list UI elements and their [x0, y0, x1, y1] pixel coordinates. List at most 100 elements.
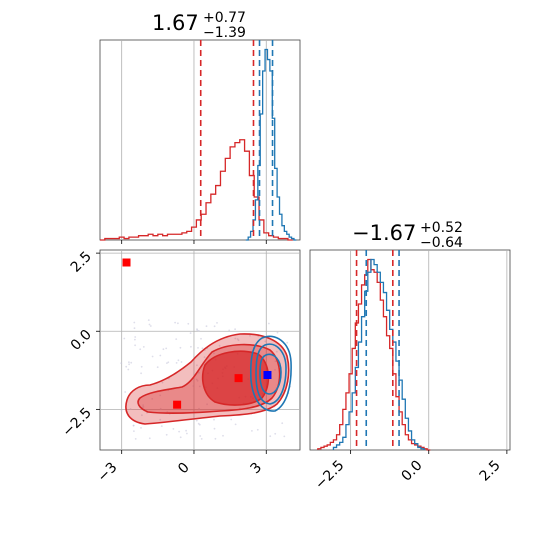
- p2-marginal-xticks: −2.5 0.0 2.5: [312, 450, 508, 493]
- scatter-point-50: [141, 414, 143, 417]
- scatter-point-123: [179, 346, 182, 349]
- scatter-point-148: [197, 422, 200, 425]
- contour-yticks: −2.5 0.0 2.5: [59, 249, 100, 440]
- contour-markers: [122, 258, 272, 409]
- p2-title-upper: +0.52: [420, 220, 463, 236]
- scatter-point-101: [174, 321, 177, 324]
- scatter-point-157: [203, 356, 206, 358]
- scatter-point-52: [123, 337, 126, 340]
- scatter-point-37: [269, 435, 272, 438]
- scatter-point-89: [230, 418, 233, 421]
- marker-square-3: [263, 371, 272, 379]
- contour-ytick-label-2: 2.5: [68, 249, 95, 276]
- scatter-point-108: [264, 340, 267, 343]
- scatter-point-115: [129, 408, 132, 410]
- scatter-point-156: [200, 337, 202, 340]
- scatter-point-67: [189, 332, 192, 334]
- blue-contour-outer: [249, 335, 292, 412]
- scatter-point-81: [140, 427, 142, 429]
- scatter-point-57: [133, 321, 136, 324]
- p1-marginal-panel: 1.67 +0.77 −1.39: [99, 10, 301, 244]
- scatter-point-10: [149, 325, 152, 327]
- scatter-point-141: [140, 365, 143, 368]
- scatter-point-125: [159, 394, 162, 397]
- scatter-point-34: [165, 347, 168, 350]
- scatter-point-121: [268, 322, 270, 325]
- p1-marginal-grid: [121, 40, 267, 240]
- contour-xtick-label-0: −3: [95, 460, 121, 486]
- marker-square-1: [173, 400, 182, 409]
- p2-marginal-panel: −2.5 0.0 2.5 −1.67 +0.52 −0.64: [309, 220, 511, 493]
- scatter-point-54: [234, 423, 237, 426]
- scatter-point-153: [179, 436, 182, 439]
- scatter-point-87: [256, 428, 259, 431]
- scatter-point-126: [274, 432, 277, 435]
- scatter-point-98: [234, 337, 237, 340]
- p1-title-lower: −1.39: [203, 25, 246, 41]
- contour-ytick-label-0: −2.5: [59, 405, 94, 440]
- scatter-point-55: [159, 418, 162, 421]
- scatter-point-86: [206, 403, 209, 406]
- scatter-point-122: [213, 352, 215, 355]
- scatter-point-13: [286, 341, 289, 344]
- scatter-point-1: [139, 348, 142, 351]
- contour-frame: [99, 249, 301, 451]
- blue-density-contours: [249, 335, 292, 412]
- p2-xtick-label-1: 0.0: [399, 458, 426, 485]
- scatter-point-116: [198, 385, 201, 388]
- scatter-point-51: [275, 350, 278, 353]
- contour-ytick-label-1: 0.0: [68, 327, 95, 354]
- scatter-point-103: [125, 365, 128, 368]
- contour-xtick-label-1: 0: [175, 460, 193, 478]
- scatter-point-42: [156, 366, 159, 369]
- scatter-point-84: [199, 435, 202, 437]
- scatter-point-40: [216, 322, 218, 324]
- scatter-point-73: [166, 362, 168, 364]
- scatter-point-151: [162, 348, 165, 351]
- p1-title-upper: +0.77: [203, 10, 246, 26]
- scatter-point-137: [142, 404, 145, 406]
- scatter-point-130: [142, 406, 145, 408]
- scatter-point-28: [127, 368, 130, 371]
- scatter-point-21: [133, 430, 135, 432]
- scatter-point-65: [147, 319, 150, 321]
- scatter-point-2: [196, 379, 199, 382]
- scatter-point-26: [142, 346, 145, 348]
- scatter-point-23: [201, 347, 204, 350]
- scatter-point-63: [159, 354, 162, 357]
- scatter-point-32: [195, 419, 198, 422]
- scatter-point-147: [251, 430, 253, 432]
- scatter-point-79: [213, 427, 216, 430]
- scatter-point-60: [205, 325, 208, 328]
- blue-contour-middle: [255, 343, 287, 405]
- scatter-point-131: [222, 434, 224, 437]
- scatter-point-159: [218, 344, 221, 347]
- scatter-point-69: [120, 409, 123, 412]
- scatter-point-31: [195, 378, 198, 381]
- hist-series-blue: [245, 48, 297, 241]
- red-density-contours: [125, 333, 290, 425]
- hist-series-blue: [332, 258, 425, 450]
- scatter-point-17: [197, 347, 199, 349]
- contour-panel: −3 0 3 −2.5 0.0 2.5: [59, 249, 301, 485]
- scatter-point-74: [132, 424, 135, 427]
- scatter-point-27: [197, 329, 200, 332]
- scatter-point-85: [274, 369, 276, 371]
- p2-marginal-series: [317, 258, 431, 451]
- scatter-point-145: [134, 336, 137, 338]
- scatter-point-38: [281, 422, 284, 425]
- scatter-point-22: [160, 425, 163, 427]
- p1-quantile-lines: [199, 40, 274, 240]
- scatter-point-6: [234, 328, 237, 331]
- scatter-point-56: [148, 323, 151, 326]
- scatter-point-45: [120, 362, 123, 365]
- p2-xtick-label-2: 2.5: [477, 458, 504, 485]
- scatter-point-12: [140, 372, 143, 375]
- scatter-point-146: [185, 429, 188, 432]
- contour-xticks: −3 0 3: [95, 450, 267, 485]
- scatter-point-78: [196, 364, 198, 367]
- scatter-point-104: [151, 398, 154, 400]
- scatter-point-127: [186, 432, 188, 435]
- scatter-point-129: [134, 344, 137, 347]
